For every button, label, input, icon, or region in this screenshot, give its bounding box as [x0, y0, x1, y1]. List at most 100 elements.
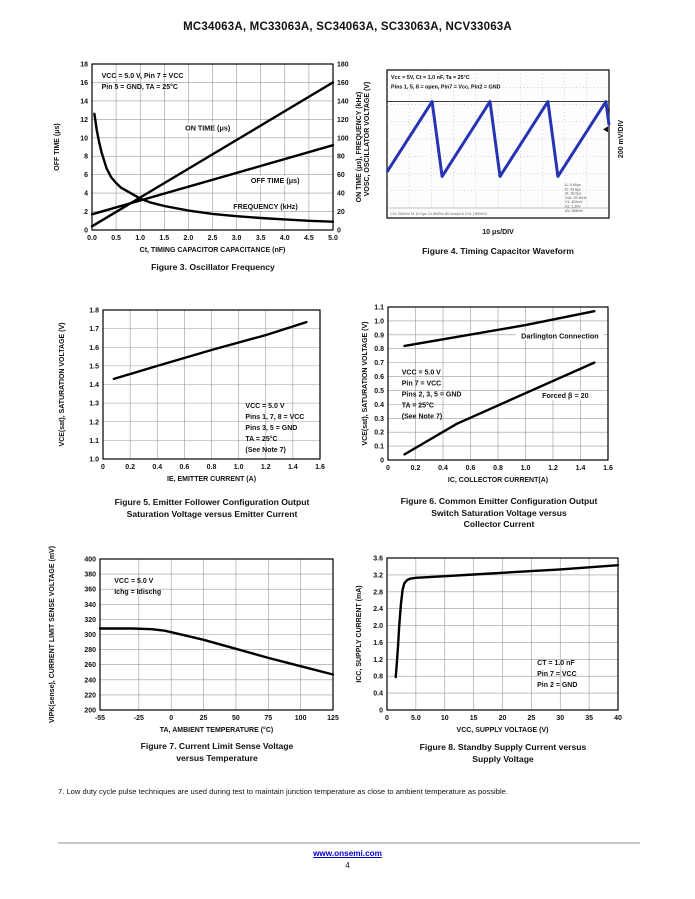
svg-text:380: 380	[84, 572, 96, 579]
svg-text:IC, COLLECTOR CURRENT(A): IC, COLLECTOR CURRENT(A)	[448, 477, 548, 484]
svg-text:OFF TIME (μs): OFF TIME (μs)	[251, 176, 300, 185]
svg-text:Δt: 38.0μs: Δt: 38.0μs	[565, 192, 581, 196]
footnote-7: 7. Low duty cycle pulse techniques are u…	[58, 787, 508, 796]
svg-text:0.8: 0.8	[493, 465, 503, 472]
svg-text:1.0: 1.0	[234, 464, 244, 471]
svg-text:0: 0	[386, 465, 390, 472]
svg-text:-25: -25	[134, 715, 144, 722]
svg-text:1.0: 1.0	[374, 318, 384, 325]
svg-text:1.6: 1.6	[315, 464, 325, 471]
svg-text:ON TIME (μs), FREQUENCY (kHz): ON TIME (μs), FREQUENCY (kHz)	[356, 92, 363, 203]
svg-text:ICC, SUPPLY CURRENT (mA): ICC, SUPPLY CURRENT (mA)	[356, 585, 363, 682]
svg-text:1.2: 1.2	[373, 657, 383, 664]
svg-text:Pins 3, 5 = GND: Pins 3, 5 = GND	[245, 425, 297, 432]
svg-text:(See Note 7): (See Note 7)	[402, 413, 442, 420]
svg-text:1.2: 1.2	[261, 464, 271, 471]
svg-text:140: 140	[337, 98, 349, 105]
page-number: 4	[345, 861, 350, 870]
svg-text:(See Note 7): (See Note 7)	[245, 447, 285, 454]
svg-text:TA = 25°C: TA = 25°C	[245, 435, 277, 443]
svg-text:280: 280	[84, 647, 96, 654]
svg-text:25: 25	[527, 715, 535, 722]
svg-text:1.1: 1.1	[89, 438, 99, 445]
svg-text:Pins 1, 5, 8 = open, Pin7 = Vc: Pins 1, 5, 8 = open, Pin7 = Vcc, Pin2 = …	[391, 85, 501, 91]
timing-capacitor-waveform-chart: Vcc = 5V, Ct = 1.0 nF, Ta = 25°C Pins 1, …	[364, 69, 625, 236]
figure-3-caption: Figure 3. Oscillator Frequency	[151, 262, 275, 272]
svg-text:V2: 1.30V: V2: 1.30V	[565, 205, 581, 209]
svg-text:Ct, TIMING CAPACITOR CAPACITAN: Ct, TIMING CAPACITOR CAPACITANCE (nF)	[140, 247, 286, 254]
svg-text:1.1: 1.1	[374, 305, 384, 312]
svg-text:TA, AMBIENT TEMPERATURE (°C): TA, AMBIENT TEMPERATURE (°C)	[160, 726, 274, 734]
svg-text:35: 35	[585, 715, 593, 722]
svg-text:1.0: 1.0	[89, 457, 99, 464]
svg-text:Pin 7 = VCC: Pin 7 = VCC	[537, 671, 576, 678]
svg-text:0.2: 0.2	[125, 464, 135, 471]
svg-text:0.4: 0.4	[438, 465, 448, 472]
svg-text:0.5: 0.5	[374, 388, 384, 395]
svg-text:1/Δt: 26.3kHz: 1/Δt: 26.3kHz	[565, 196, 587, 200]
svg-text:1.6: 1.6	[89, 345, 99, 352]
svg-text:Pins 2, 3, 5 = GND: Pins 2, 3, 5 = GND	[402, 391, 462, 398]
svg-text:240: 240	[84, 677, 96, 684]
svg-text:60: 60	[337, 172, 345, 179]
svg-text:IE, EMITTER CURRENT (A): IE, EMITTER CURRENT (A)	[167, 476, 256, 483]
svg-text:Forced β = 20: Forced β = 20	[542, 391, 589, 400]
figure-8-caption: Figure 8. Standby Supply Current versus …	[419, 742, 587, 764]
svg-text:1.4: 1.4	[576, 465, 586, 472]
svg-text:Pin 5 = GND, TA = 25°C: Pin 5 = GND, TA = 25°C	[102, 83, 178, 91]
svg-text:30: 30	[556, 715, 564, 722]
svg-text:400: 400	[84, 557, 96, 564]
svg-text:VCE(sat), SATURATION VOLTAGE (: VCE(sat), SATURATION VOLTAGE (V)	[362, 322, 369, 446]
svg-text:VCC = 5.0 V: VCC = 5.0 V	[245, 403, 284, 410]
svg-text:360: 360	[84, 587, 96, 594]
svg-text:3.2: 3.2	[373, 572, 383, 579]
svg-text:20: 20	[499, 715, 507, 722]
svg-text:0.7: 0.7	[374, 360, 384, 367]
svg-text:100: 100	[337, 135, 349, 142]
svg-text:14: 14	[80, 98, 88, 105]
svg-text:1.7: 1.7	[89, 326, 99, 333]
onsemi-link[interactable]: www.onsemi.com	[313, 849, 382, 858]
oscillator-frequency-chart: 0.0 0.5 1.0 1.5 2.0 2.5 3.0 3.5 4.0 4.5 5.00246810…	[54, 62, 363, 255]
svg-text:0.2: 0.2	[374, 430, 384, 437]
svg-text:Ichg = Idischg: Ichg = Idischg	[114, 589, 161, 596]
svg-text:0.9: 0.9	[374, 332, 384, 339]
svg-text:300: 300	[84, 632, 96, 639]
svg-text:10 μs/DIV: 10 μs/DIV	[482, 229, 514, 236]
svg-text:4.5: 4.5	[304, 235, 314, 242]
svg-text:15: 15	[470, 715, 478, 722]
figure-7-caption: Figure 7. Current Limit Sense Voltage ve…	[140, 741, 294, 763]
svg-text:100: 100	[295, 715, 307, 722]
svg-text:1.5: 1.5	[89, 363, 99, 370]
svg-text:t2: 43.6μs: t2: 43.6μs	[565, 187, 581, 191]
footer-divider	[58, 842, 640, 844]
svg-text:0: 0	[385, 715, 389, 722]
svg-text:0.4: 0.4	[373, 691, 383, 698]
svg-text:0.0: 0.0	[87, 235, 97, 242]
svg-text:0.6: 0.6	[374, 374, 384, 381]
svg-text:0.6: 0.6	[466, 465, 476, 472]
svg-text:3.5: 3.5	[256, 235, 266, 242]
svg-text:1.2: 1.2	[89, 419, 99, 426]
svg-text:0.6: 0.6	[180, 464, 190, 471]
svg-text:1.0: 1.0	[521, 465, 531, 472]
svg-text:t1: 5.60μs: t1: 5.60μs	[565, 183, 581, 187]
svg-text:2: 2	[84, 209, 88, 216]
svg-text:40: 40	[614, 715, 622, 722]
svg-text:10: 10	[441, 715, 449, 722]
svg-text:125: 125	[327, 715, 339, 722]
svg-text:200 mV/DIV: 200 mV/DIV	[618, 120, 625, 158]
svg-text:1.2: 1.2	[548, 465, 558, 472]
svg-text:0.4: 0.4	[152, 464, 162, 471]
svg-text:16: 16	[80, 80, 88, 87]
svg-text:340: 340	[84, 602, 96, 609]
svg-text:VCC = 5.0 V: VCC = 5.0 V	[402, 369, 441, 376]
svg-text:3.6: 3.6	[373, 556, 383, 563]
svg-text:260: 260	[84, 662, 96, 669]
svg-text:2.4: 2.4	[373, 606, 383, 613]
svg-text:0: 0	[337, 228, 341, 235]
svg-text:0: 0	[169, 715, 173, 722]
emitter-follower-saturation-chart: 0 0.2 0.4 0.6 0.8 1.0 1.2 1.4 1.6 1.0 1.1 1.2 1.3 1.4…	[59, 308, 325, 484]
svg-text:1.4: 1.4	[89, 382, 99, 389]
